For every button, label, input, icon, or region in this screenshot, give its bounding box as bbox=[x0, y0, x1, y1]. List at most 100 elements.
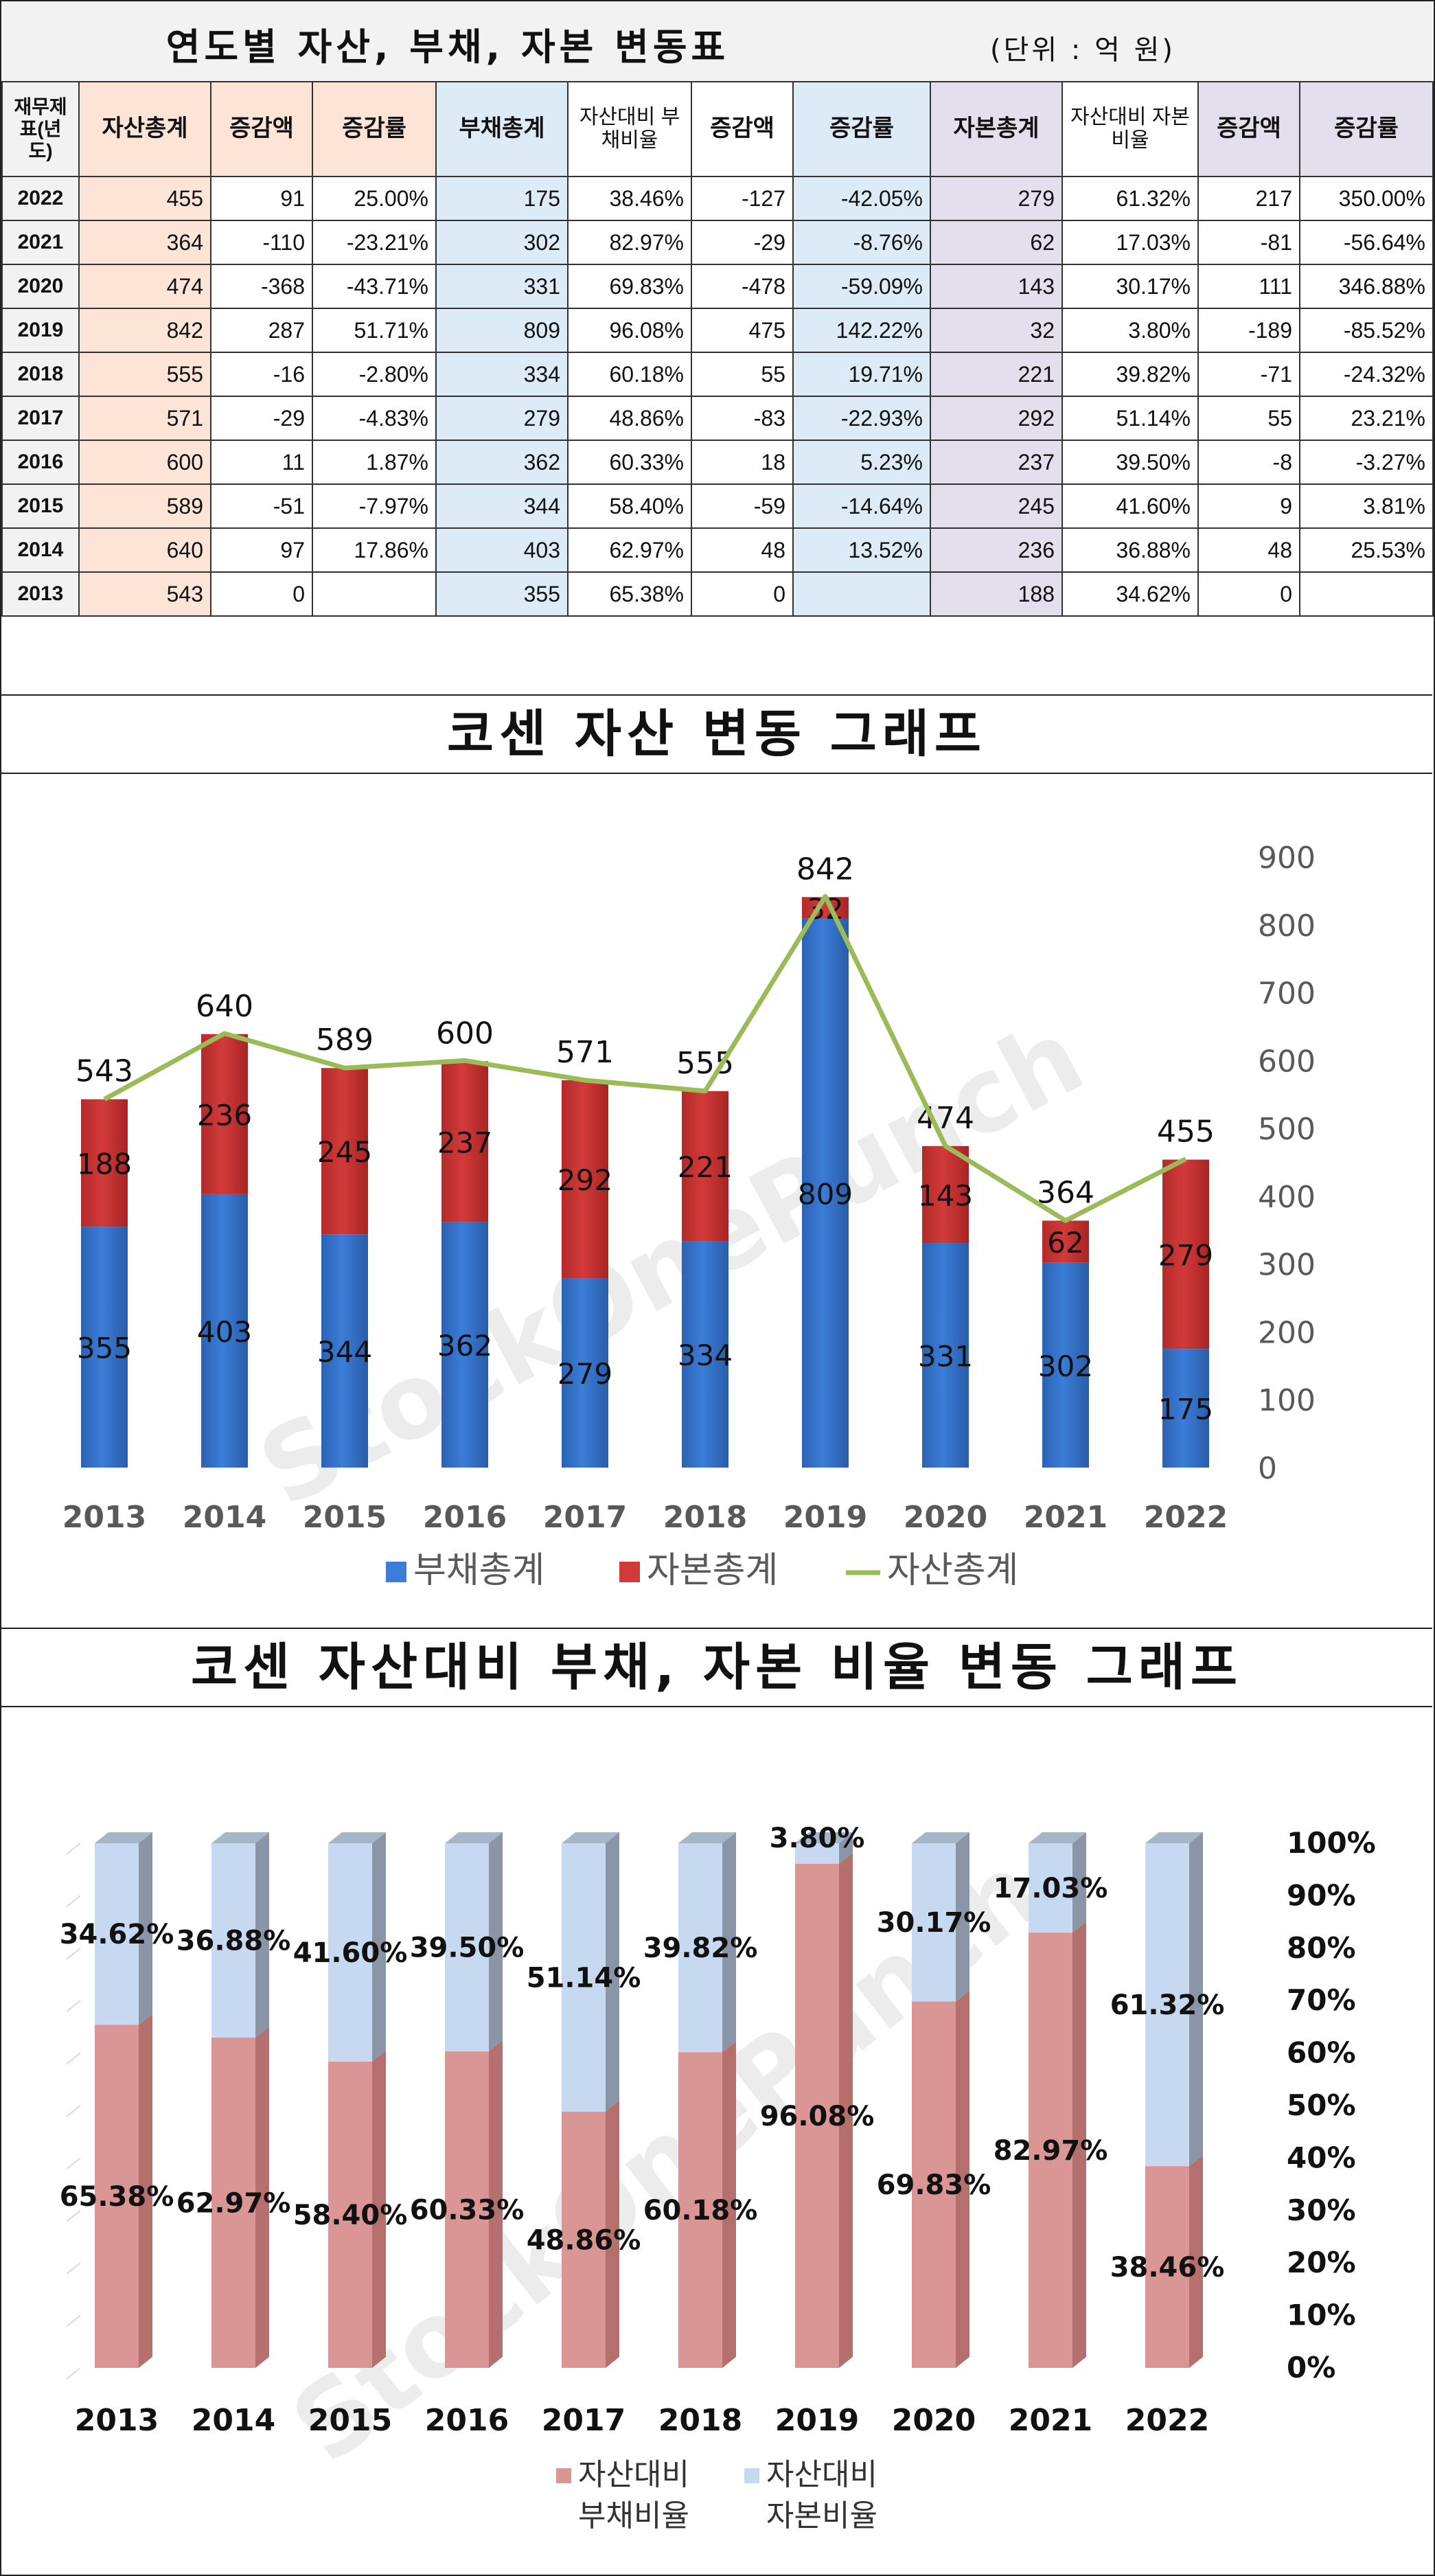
equity-bar bbox=[1162, 1159, 1209, 1349]
x-tick-label: 2022 bbox=[1144, 1500, 1228, 1535]
col-header-debt-rate: 증감률 bbox=[792, 81, 931, 177]
debt-ratio-cell: 60.33% bbox=[567, 440, 692, 485]
equity-ratio-bar-top bbox=[211, 1832, 269, 1843]
equity-ratio-bar-top bbox=[1145, 1832, 1203, 1843]
debt-data-label: 331 bbox=[918, 1340, 973, 1374]
assets-total-cell: 364 bbox=[78, 220, 211, 265]
debt-total-cell: 403 bbox=[435, 527, 569, 573]
equity-ratio-bar-top bbox=[328, 1832, 386, 1843]
col-header-debt-total: 부채총계 bbox=[435, 81, 569, 177]
debt-ratio-cell: 60.18% bbox=[567, 352, 692, 397]
equity-ratio-bar bbox=[912, 1843, 956, 2002]
legend-debt-label: 부채총계 bbox=[413, 1550, 544, 1591]
y-tick-label: 0 bbox=[1258, 1451, 1277, 1486]
equity-change-cell: 48 bbox=[1197, 527, 1300, 573]
assets-change-cell: 91 bbox=[210, 176, 313, 221]
legend-assets-label: 자산총계 bbox=[887, 1550, 1018, 1591]
equity-ratio-bar bbox=[1145, 1843, 1189, 2167]
equity-ratio-cell: 34.62% bbox=[1061, 571, 1199, 617]
year-cell: 2015 bbox=[1, 483, 80, 529]
legend-debt-ratio-swatch bbox=[556, 2468, 571, 2483]
assets-total-cell: 543 bbox=[78, 571, 211, 617]
equity-data-label: 236 bbox=[197, 1098, 252, 1132]
equity-ratio-bar-side bbox=[372, 1832, 386, 2062]
equity-ratio-bar bbox=[95, 1843, 139, 2025]
gridline-stub bbox=[66, 2000, 81, 2012]
debt-data-label: 362 bbox=[437, 1329, 492, 1363]
equity-ratio-bar bbox=[1029, 1843, 1072, 1933]
equity-ratio-bar-side bbox=[839, 1832, 853, 1864]
equity-change-cell: 55 bbox=[1197, 396, 1300, 441]
table-row: 2021 364 -110 -23.21% 302 82.97% -29 -8.76% 62 17… bbox=[1, 220, 1434, 265]
table-row: 2014 640 97 17.86% 403 62.97% 48 13.52% 236 36.88… bbox=[1, 527, 1434, 573]
assets-rate-cell: 25.00% bbox=[312, 176, 437, 221]
debt-ratio-bar-side bbox=[956, 1990, 969, 2368]
equity-bar bbox=[682, 1091, 728, 1242]
debt-bar bbox=[201, 1194, 248, 1468]
equity-change-cell: 111 bbox=[1197, 264, 1300, 309]
y-tick-label: 700 bbox=[1258, 977, 1316, 1012]
debt-ratio-cell: 62.97% bbox=[567, 527, 692, 573]
debt-bar bbox=[682, 1241, 728, 1468]
equity-ratio-bar-top bbox=[445, 1832, 503, 1843]
x-tick-label: 2022 bbox=[1125, 2403, 1209, 2438]
debt-bar bbox=[562, 1278, 608, 1468]
x-tick-label: 2018 bbox=[663, 1500, 747, 1535]
col-header-year: 재무제표(년도) bbox=[1, 81, 80, 177]
equity-total-cell: 221 bbox=[930, 352, 1063, 397]
financial-table: 재무제표(년도) 자산총계 증감액 증감률 부채총계 자산대비 부채비율 증감액… bbox=[1, 81, 1434, 617]
debt-ratio-cell: 82.97% bbox=[567, 220, 692, 265]
debt-total-cell: 302 bbox=[435, 220, 569, 265]
debt-ratio-data-label: 60.33% bbox=[410, 2195, 525, 2226]
table-row: 2013 543 0 355 65.38% 0 188 34.62% 0 bbox=[1, 571, 1434, 617]
debt-data-label: 175 bbox=[1158, 1393, 1213, 1426]
debt-total-cell: 362 bbox=[435, 440, 569, 485]
debt-rate-cell: -22.93% bbox=[792, 396, 931, 441]
debt-change-cell: 475 bbox=[691, 308, 794, 353]
table-header-bar: 연도별 자산, 부채, 자본 변동표 (단위 : 억 원) bbox=[1, 1, 1432, 82]
debt-data-label: 355 bbox=[77, 1332, 132, 1365]
equity-bar bbox=[441, 1061, 488, 1222]
col-header-assets-change: 증감액 bbox=[210, 81, 313, 177]
x-tick-label: 2016 bbox=[425, 2403, 509, 2438]
equity-ratio-data-label: 30.17% bbox=[877, 1907, 991, 1939]
x-tick-label: 2020 bbox=[892, 2403, 976, 2438]
debt-bar bbox=[802, 918, 849, 1468]
x-tick-label: 2018 bbox=[658, 2403, 742, 2438]
debt-change-cell: 0 bbox=[691, 571, 794, 617]
equity-ratio-bar bbox=[328, 1843, 372, 2062]
debt-ratio-data-label: 96.08% bbox=[760, 2101, 875, 2132]
gridline-stub bbox=[66, 2105, 81, 2117]
col-header-debt-ratio: 자산대비 부채비율 bbox=[567, 81, 692, 177]
year-cell: 2020 bbox=[1, 264, 80, 309]
equity-change-cell: -189 bbox=[1197, 308, 1300, 353]
assets-rate-cell: -23.21% bbox=[312, 220, 437, 265]
debt-ratio-data-label: 69.83% bbox=[877, 2169, 991, 2201]
x-tick-label: 2016 bbox=[423, 1500, 507, 1535]
debt-total-cell: 334 bbox=[435, 352, 569, 397]
x-tick-label: 2013 bbox=[62, 1500, 146, 1535]
debt-bar bbox=[441, 1222, 488, 1468]
debt-ratio-cell: 58.40% bbox=[567, 483, 692, 529]
asset-change-chart: StockOnePunch 0 100 200 300 400 500 600 700 800 90… bbox=[62, 841, 1316, 1591]
equity-ratio-data-label: 41.60% bbox=[293, 1937, 408, 1969]
equity-bar bbox=[562, 1080, 608, 1279]
equity-ratio-cell: 30.17% bbox=[1061, 264, 1199, 309]
debt-ratio-bar-side bbox=[1189, 2155, 1203, 2368]
debt-rate-cell: 142.22% bbox=[792, 308, 931, 353]
gridline-stub bbox=[66, 2367, 81, 2380]
equity-ratio-bar-side bbox=[722, 1832, 736, 2053]
table-title: 연도별 자산, 부채, 자본 변동표 bbox=[165, 25, 730, 69]
assets-total-cell: 455 bbox=[78, 176, 211, 221]
debt-ratio-bar-side bbox=[372, 2050, 386, 2368]
equity-ratio-cell: 39.82% bbox=[1061, 352, 1199, 397]
debt-change-cell: -29 bbox=[691, 220, 794, 265]
x-tick-label: 2013 bbox=[75, 2403, 159, 2438]
debt-rate-cell: 5.23% bbox=[792, 440, 931, 485]
debt-ratio-bar bbox=[678, 2052, 722, 2368]
equity-ratio-bar-side bbox=[956, 1832, 969, 2002]
equity-bar bbox=[81, 1099, 128, 1227]
equity-ratio-cell: 51.14% bbox=[1061, 396, 1199, 441]
assets-total-cell: 474 bbox=[78, 264, 211, 309]
